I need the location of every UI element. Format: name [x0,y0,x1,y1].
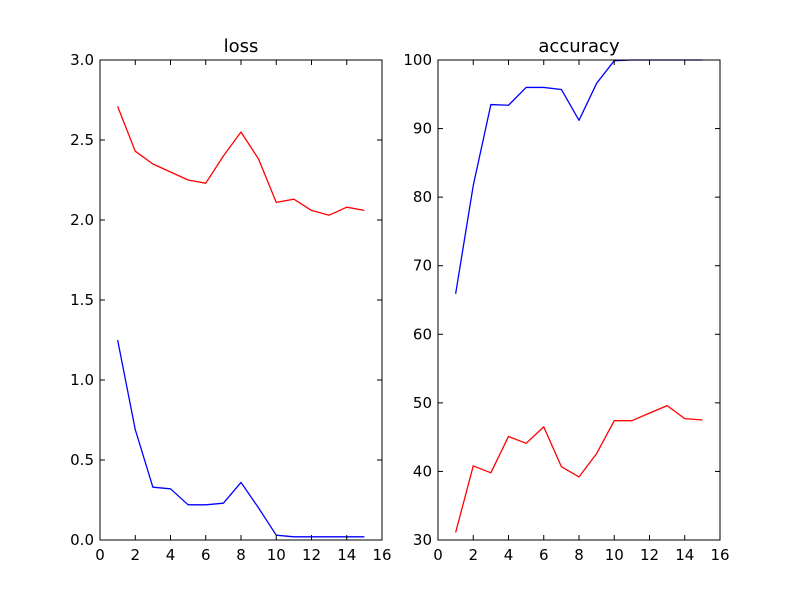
loss-red-line [117,106,365,216]
accuracy-x-tick-label: 6 [539,546,549,564]
accuracy-title: accuracy [538,36,620,57]
accuracy-chart: 0 2 4 6 8 10 12 14 16 30 40 50 60 70 80 90 100 accuracy [403,36,729,564]
loss-y-tick-label: 2.0 [70,211,94,229]
accuracy-y-tick-label: 60 [413,325,432,343]
accuracy-y-tick-label: 50 [413,394,432,412]
loss-y-tick-label: 1.0 [70,371,94,389]
accuracy-y-tick-label: 80 [413,188,432,206]
accuracy-x-tick-label: 0 [433,546,443,564]
accuracy-y-tick-label: 90 [413,120,432,138]
loss-x-tick-label: 4 [166,546,176,564]
loss-x-tick-label: 0 [95,546,105,564]
loss-x-tick-label: 12 [302,546,321,564]
loss-x-tick-label: 8 [236,546,246,564]
accuracy-x-tick-label: 2 [468,546,478,564]
loss-chart: 0 2 4 6 8 10 12 14 16 0.0 0.5 1.0 1.5 2.0 2.5 3.0 loss [70,36,391,564]
accuracy-x-tick-label: 10 [605,546,624,564]
loss-x-tick-label: 10 [267,546,286,564]
accuracy-x-tick-label: 4 [504,546,514,564]
loss-x-tick-label: 14 [337,546,356,564]
accuracy-x-tick-label: 14 [675,546,694,564]
accuracy-y-tick-label: 30 [413,531,432,549]
loss-x-tick-label: 16 [372,546,391,564]
accuracy-y-tick-label: 40 [413,462,432,480]
accuracy-red-line [455,404,703,533]
accuracy-y-tick-label: 100 [403,51,432,69]
loss-y-tick-label: 0.5 [70,451,94,469]
loss-x-tick-label: 6 [201,546,211,564]
accuracy-x-tick-label: 12 [640,546,659,564]
loss-y-tick-label: 0.0 [70,531,94,549]
loss-y-tick-label: 2.5 [70,131,94,149]
loss-title: loss [224,36,259,57]
accuracy-y-tick-label: 70 [413,257,432,275]
loss-y-tick-label: 1.5 [70,291,94,309]
loss-blue-line [116,339,365,538]
accuracy-x-tick-label: 16 [710,546,729,564]
loss-y-tick-label: 3.0 [70,51,94,69]
accuracy-x-tick-label: 8 [574,546,584,564]
loss-x-tick-label: 2 [130,546,140,564]
